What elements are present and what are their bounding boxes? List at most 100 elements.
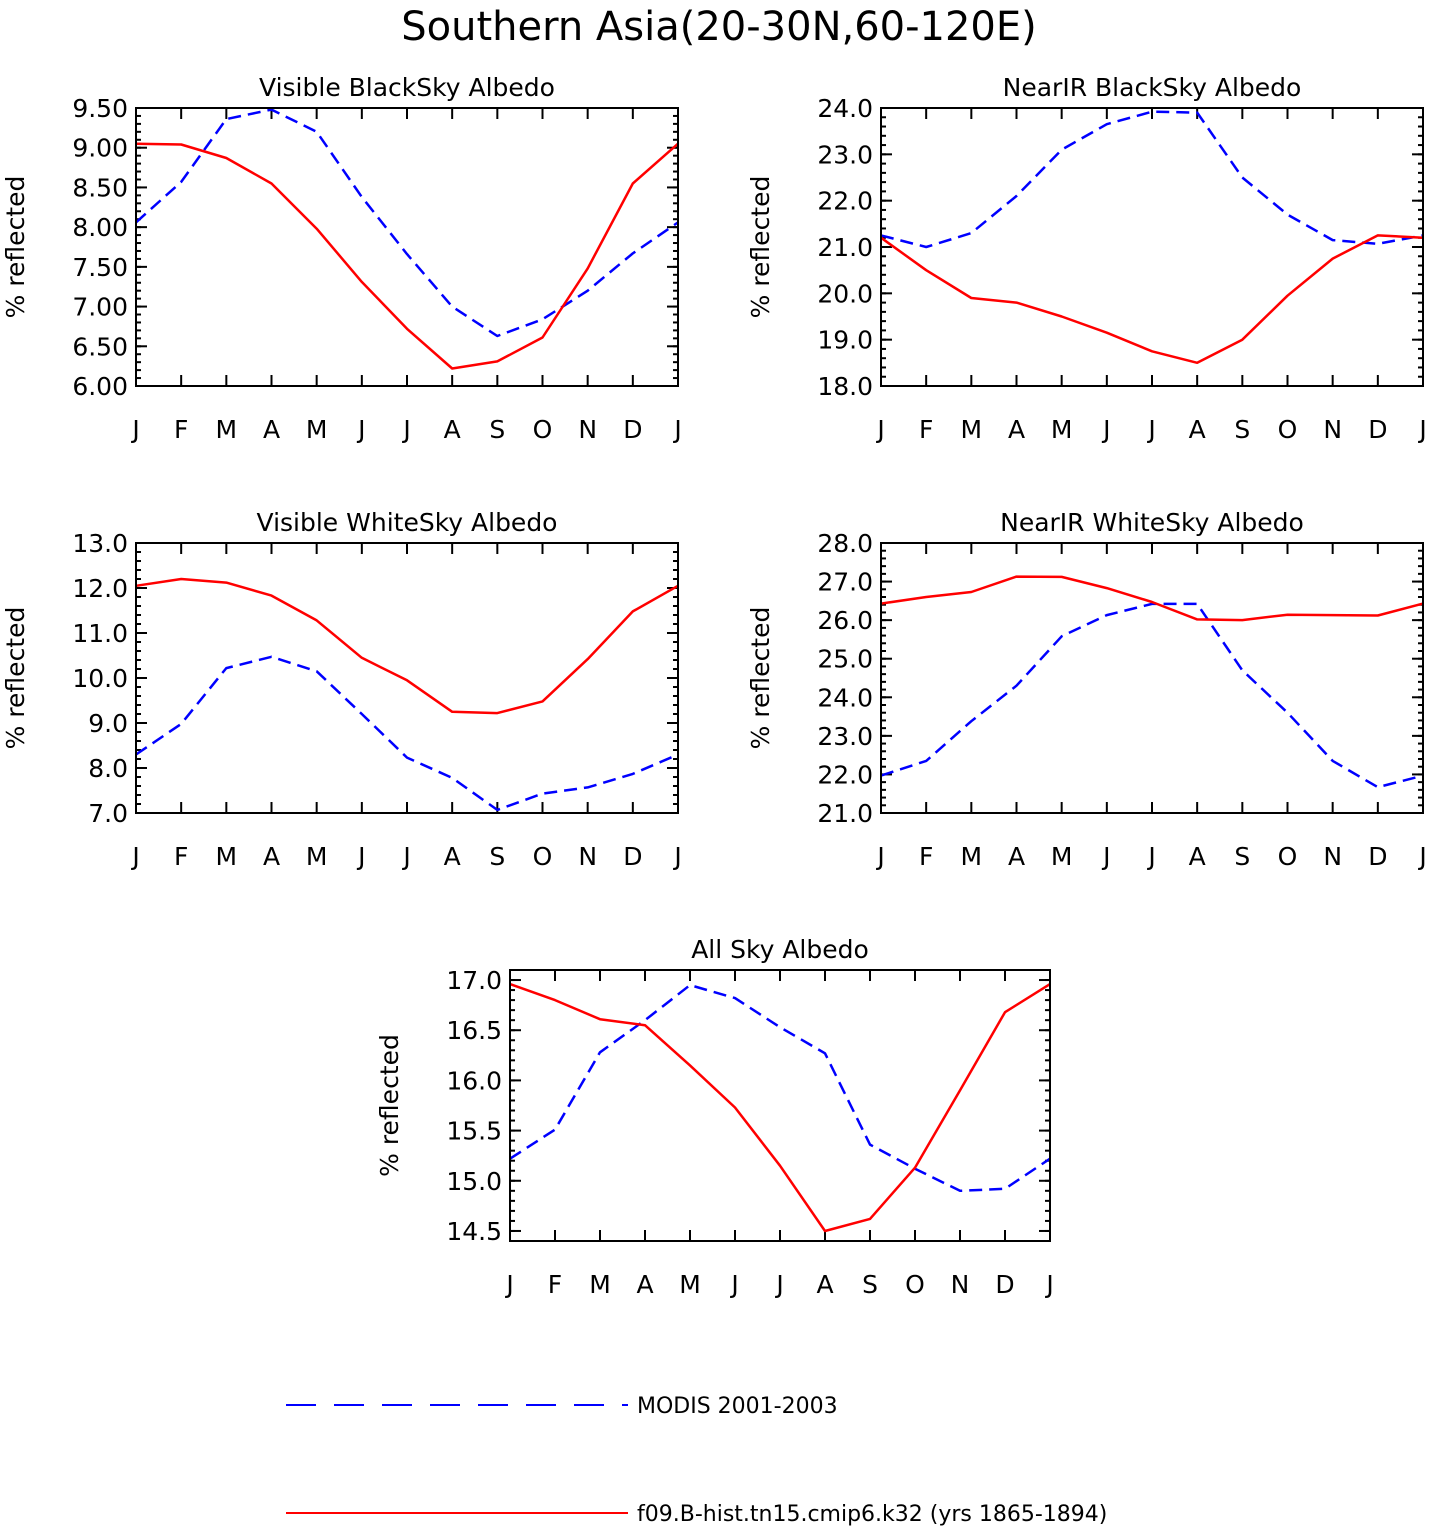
x-tick-label: A xyxy=(1189,415,1206,444)
y-tick-label: 28.0 xyxy=(817,529,873,558)
x-tick-label: O xyxy=(905,1270,925,1299)
x-tick-label: S xyxy=(489,415,505,444)
x-tick-label: J xyxy=(356,415,365,444)
y-tick-label: 25.0 xyxy=(817,645,873,674)
plot-frame xyxy=(880,542,1424,814)
x-tick-label: J xyxy=(356,842,365,871)
x-tick-label: O xyxy=(1278,415,1298,444)
y-tick-label: 23.0 xyxy=(817,722,873,751)
figure-title: Southern Asia(20-30N,60-120E) xyxy=(401,4,1037,50)
y-tick-label: 16.0 xyxy=(446,1066,502,1095)
panel-title: Visible BlackSky Albedo xyxy=(259,73,555,102)
series-line-modis xyxy=(135,108,679,338)
panel-title: All Sky Albedo xyxy=(691,935,869,964)
x-tick-label: D xyxy=(995,1270,1014,1299)
x-tick-label: N xyxy=(578,415,597,444)
y-axis-label: % reflected xyxy=(1,607,30,750)
y-axis-label: % reflected xyxy=(746,176,775,319)
x-tick-label: J xyxy=(1417,415,1426,444)
x-tick-label: D xyxy=(1368,842,1387,871)
y-tick-label: 8.0 xyxy=(88,754,128,783)
y-tick-label: 13.0 xyxy=(72,529,128,558)
series-line-modis xyxy=(135,655,679,812)
series-line-model xyxy=(509,982,1051,1233)
plot-frame xyxy=(880,107,1424,387)
y-tick-label: 8.50 xyxy=(72,173,128,202)
series-line-modis xyxy=(880,110,1424,249)
x-tick-label: M xyxy=(216,842,238,871)
x-tick-label: M xyxy=(306,842,328,871)
y-tick-label: 14.5 xyxy=(446,1217,502,1246)
x-tick-label: J xyxy=(1101,415,1110,444)
x-tick-label: D xyxy=(1368,415,1387,444)
y-tick-label: 6.50 xyxy=(72,332,128,361)
y-tick-label: 12.0 xyxy=(72,574,128,603)
y-tick-label: 15.5 xyxy=(446,1117,502,1146)
y-tick-label: 20.0 xyxy=(817,279,873,308)
x-tick-label: M xyxy=(589,1270,611,1299)
x-tick-label: D xyxy=(623,415,642,444)
y-tick-label: 9.50 xyxy=(72,94,128,123)
x-tick-label: A xyxy=(1189,842,1206,871)
x-tick-label: J xyxy=(875,842,884,871)
y-tick-label: 27.0 xyxy=(817,568,873,597)
x-tick-label: M xyxy=(1051,415,1073,444)
plot-frame xyxy=(135,107,679,387)
y-tick-label: 19.0 xyxy=(817,326,873,355)
y-axis-label: % reflected xyxy=(1,176,30,319)
x-tick-label: J xyxy=(729,1270,738,1299)
x-tick-label: F xyxy=(919,415,933,444)
x-tick-label: A xyxy=(263,415,280,444)
series-line-modis xyxy=(880,602,1424,789)
x-tick-label: J xyxy=(1146,842,1155,871)
panel-title: Visible WhiteSky Albedo xyxy=(257,508,558,537)
panel-title: NearIR WhiteSky Albedo xyxy=(1000,508,1304,537)
y-tick-label: 7.50 xyxy=(72,253,128,282)
y-axis-label: % reflected xyxy=(746,607,775,750)
x-tick-label: M xyxy=(216,415,238,444)
x-tick-label: J xyxy=(672,415,681,444)
x-tick-label: S xyxy=(489,842,505,871)
series-line-model xyxy=(135,577,679,715)
legend-label-modis: MODIS 2001-2003 xyxy=(637,1394,838,1419)
x-tick-label: A xyxy=(636,1270,653,1299)
series-line-model xyxy=(880,575,1424,622)
series-line-model xyxy=(880,234,1424,365)
x-tick-label: O xyxy=(533,842,553,871)
x-tick-label: J xyxy=(504,1270,513,1299)
y-tick-label: 22.0 xyxy=(817,187,873,216)
legend-label-model: f09.B-hist.tn15.cmip6.k32 (yrs 1865-1894… xyxy=(637,1502,1107,1527)
x-tick-label: M xyxy=(306,415,328,444)
x-tick-label: A xyxy=(263,842,280,871)
x-tick-label: J xyxy=(1417,842,1426,871)
x-tick-label: F xyxy=(548,1270,562,1299)
x-tick-label: D xyxy=(623,842,642,871)
y-tick-label: 22.0 xyxy=(817,760,873,789)
x-tick-label: J xyxy=(1044,1270,1053,1299)
y-tick-label: 21.0 xyxy=(817,233,873,262)
x-tick-label: A xyxy=(444,842,461,871)
plot-frame xyxy=(509,969,1051,1242)
y-tick-label: 11.0 xyxy=(72,619,128,648)
y-tick-label: 8.00 xyxy=(72,213,128,242)
x-tick-label: J xyxy=(401,842,410,871)
x-tick-label: N xyxy=(951,1270,970,1299)
x-tick-label: J xyxy=(875,415,884,444)
x-tick-label: F xyxy=(174,415,188,444)
x-tick-label: N xyxy=(1323,415,1342,444)
x-tick-label: J xyxy=(1101,842,1110,871)
y-tick-label: 9.0 xyxy=(88,709,128,738)
y-tick-label: 23.0 xyxy=(817,140,873,169)
x-tick-label: M xyxy=(961,842,983,871)
x-tick-label: M xyxy=(1051,842,1073,871)
x-tick-label: J xyxy=(130,415,139,444)
y-tick-label: 9.00 xyxy=(72,134,128,163)
plot-frame xyxy=(135,542,679,814)
series-line-modis xyxy=(509,983,1051,1193)
